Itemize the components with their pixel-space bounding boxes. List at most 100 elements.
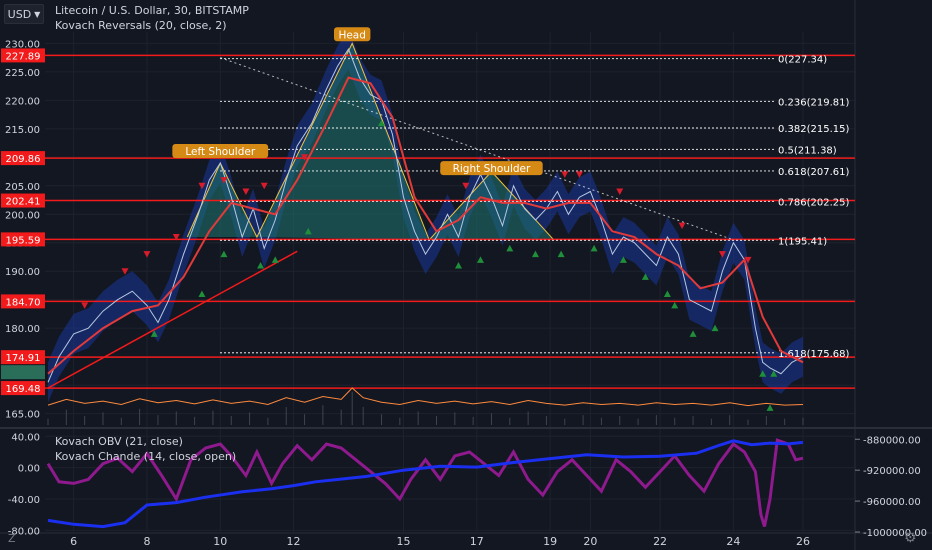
time-tick-label: 26 xyxy=(796,535,810,548)
reversal-down-marker xyxy=(172,234,180,241)
z-button[interactable]: Z xyxy=(8,532,16,545)
obv-title: Kovach OBV (21, close) xyxy=(55,435,183,448)
reversal-up-marker xyxy=(220,250,228,258)
level-price-label: 184.70 xyxy=(1,294,45,309)
reversal-up-marker xyxy=(770,370,778,377)
fib-level-label: 0(227.34) xyxy=(778,55,827,66)
reversal-down-marker xyxy=(220,177,228,184)
chande-tick-label: 40.00 xyxy=(11,432,40,443)
left-axis-tick-label: 230.00 xyxy=(5,39,40,50)
level-price-label: 227.89 xyxy=(1,48,45,63)
chart-title: Litecoin / U.S. Dollar, 30, BITSTAMP xyxy=(55,4,249,17)
fib-level-label: 0.786(202.25) xyxy=(778,197,850,208)
chande-tick-label: -40.00 xyxy=(8,495,40,506)
resistance-trendline xyxy=(220,57,734,241)
level-price-label: 169.48 xyxy=(1,381,45,396)
indicator-title: Kovach Reversals (20, close, 2) xyxy=(55,19,227,32)
head-fill xyxy=(256,43,430,240)
annotation-box xyxy=(333,27,371,42)
reversal-up-marker xyxy=(590,244,598,252)
currency-label: USD xyxy=(7,7,32,21)
reversal-down-marker xyxy=(462,182,470,190)
reversal-down-marker xyxy=(678,222,686,230)
level-label-box xyxy=(1,350,45,365)
reversal-down-marker xyxy=(575,171,583,178)
reversal-down-marker xyxy=(198,182,206,190)
reversal-up-marker xyxy=(454,262,462,269)
annotation-label: Head xyxy=(338,29,365,41)
level-price-label: 202.41 xyxy=(1,193,45,208)
level-label-text: 169.48 xyxy=(6,384,41,395)
reversal-up-marker xyxy=(663,290,671,297)
volume-line xyxy=(47,387,804,407)
reversal-up-marker xyxy=(531,250,539,258)
left-axis-tick-label: 190.00 xyxy=(5,267,40,278)
annotation-label: Right Shoulder xyxy=(453,163,531,175)
fib-level-label: 0.236(219.81) xyxy=(778,97,850,108)
current-price-box xyxy=(1,365,45,380)
reversal-up-marker xyxy=(759,370,767,377)
pattern-annotation: Right Shoulder xyxy=(440,161,543,176)
time-tick-label: 24 xyxy=(726,535,740,548)
reversal-up-marker xyxy=(641,273,649,280)
reversal-down-marker xyxy=(143,251,151,258)
reversal-up-marker xyxy=(671,301,679,309)
left-axis-tick-label: 180.00 xyxy=(5,324,40,335)
reversal-up-marker xyxy=(257,262,265,269)
obv-tick-label: -920000.00 xyxy=(863,466,921,477)
level-label-box xyxy=(1,48,45,63)
time-tick-label: 12 xyxy=(287,535,301,548)
reversal-down-marker xyxy=(718,251,726,258)
fib-level-label: 1.618(175.68) xyxy=(778,349,850,360)
time-tick-label: 20 xyxy=(583,535,597,548)
level-label-box xyxy=(1,294,45,309)
time-tick-label: 6 xyxy=(70,535,77,548)
support-trendline xyxy=(47,250,298,389)
gear-icon[interactable]: ⚙ xyxy=(904,530,917,546)
left-axis-tick-label: 205.00 xyxy=(5,182,40,193)
time-tick-label: 19 xyxy=(543,535,557,548)
chevron-down-icon: ▼ xyxy=(34,9,41,19)
reversal-up-marker xyxy=(711,324,719,332)
reversal-down-marker xyxy=(301,154,309,161)
reversal-down-marker xyxy=(744,256,752,264)
reversal-up-marker xyxy=(198,290,206,297)
level-label-box xyxy=(1,381,45,396)
reversal-up-marker xyxy=(150,330,158,337)
price-line xyxy=(47,48,804,383)
volume-bars xyxy=(47,391,804,425)
level-price-label: 174.91 xyxy=(1,350,45,365)
obv-axis: -880000.00 -920000.00 -960000.00 -1000000.0… xyxy=(855,435,927,539)
reversal-up-marker xyxy=(476,256,484,263)
left-axis-tick-label: 220.00 xyxy=(5,96,40,107)
reversal-up-marker xyxy=(557,250,565,258)
level-label-text: 195.59 xyxy=(6,235,41,246)
left-axis-tick-label: 225.00 xyxy=(5,68,40,79)
time-tick-label: 8 xyxy=(143,535,150,548)
pattern-annotation: Head xyxy=(333,27,371,42)
obv-tick-label: -1000000.00 xyxy=(863,528,927,539)
reversal-down-marker xyxy=(242,188,250,195)
currency-button[interactable]: USD ▼ xyxy=(4,4,44,24)
reversal-up-marker xyxy=(689,330,697,337)
annotation-box xyxy=(172,144,269,159)
left-axis-tick-label: 165.00 xyxy=(5,410,40,421)
time-tick-label: 10 xyxy=(213,535,227,548)
obv-line xyxy=(47,439,804,529)
fib-level-label: 0.382(215.15) xyxy=(778,124,850,135)
level-label-text: 209.86 xyxy=(6,154,41,165)
chande-axis: 40.00 0.00 -40.00 -80.00 xyxy=(8,432,855,537)
reversal-up-marker xyxy=(506,244,514,252)
reversal-down-marker xyxy=(81,302,89,309)
reversal-down-marker xyxy=(616,188,624,195)
pattern-annotation: Left Shoulder xyxy=(172,144,269,159)
level-price-label: 209.86 xyxy=(1,151,45,166)
fib-level-label: 1(195.41) xyxy=(778,236,827,247)
reversal-up-marker xyxy=(619,256,627,263)
level-label-text: 184.70 xyxy=(6,297,41,308)
reversal-up-marker xyxy=(766,404,774,411)
level-label-box xyxy=(1,151,45,166)
reversal-up-marker xyxy=(271,256,279,263)
chande-tick-label: -80.00 xyxy=(8,526,40,537)
